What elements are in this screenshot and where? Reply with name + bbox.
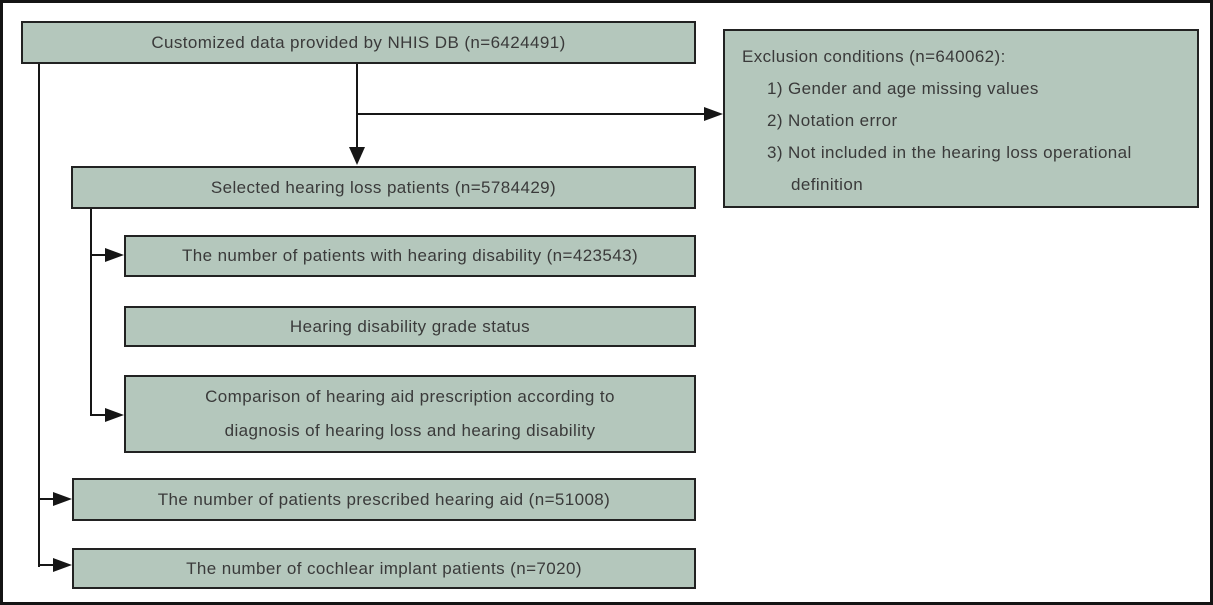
node-source-label: Customized data provided by NHIS DB (n=6… bbox=[151, 32, 566, 52]
connector-to-disability bbox=[90, 254, 106, 256]
node-grade-status: Hearing disability grade status bbox=[124, 306, 696, 347]
connector-source-to-selected bbox=[356, 64, 358, 152]
node-prescribed-hearing-aid: The number of patients prescribed hearin… bbox=[72, 478, 696, 521]
node-selected-label: Selected hearing loss patients (n=578442… bbox=[210, 177, 557, 197]
node-exclusion-conditions: Exclusion conditions (n=640062): 1) Gend… bbox=[723, 29, 1199, 208]
node-source-data: Customized data provided by NHIS DB (n=6… bbox=[21, 21, 696, 64]
connector-selected-drop bbox=[90, 209, 92, 416]
node-comparison: Comparison of hearing aid prescription a… bbox=[124, 375, 696, 453]
exclusion-title: Exclusion conditions (n=640062): bbox=[742, 47, 1006, 66]
connector-to-cochlear bbox=[38, 564, 54, 566]
connector-to-exclusion bbox=[356, 113, 704, 115]
arrowhead-right-icon bbox=[53, 492, 72, 506]
node-prescribed-label: The number of patients prescribed hearin… bbox=[157, 489, 611, 509]
arrowhead-right-icon bbox=[105, 248, 124, 262]
node-cochlear-implant: The number of cochlear implant patients … bbox=[72, 548, 696, 589]
exclusion-item-3: 3) Not included in the hearing loss oper… bbox=[767, 143, 1132, 162]
arrowhead-right-icon bbox=[704, 107, 723, 121]
arrowhead-down-icon bbox=[349, 147, 365, 165]
exclusion-item-2: 2) Notation error bbox=[767, 111, 898, 130]
node-hearing-disability: The number of patients with hearing disa… bbox=[124, 235, 696, 277]
connector-to-prescribed bbox=[38, 498, 54, 500]
arrowhead-right-icon bbox=[53, 558, 72, 572]
node-selected-patients: Selected hearing loss patients (n=578442… bbox=[71, 166, 696, 209]
node-grade-label: Hearing disability grade status bbox=[289, 316, 531, 336]
exclusion-item-1: 1) Gender and age missing values bbox=[767, 79, 1039, 98]
connector-source-left-drop bbox=[38, 64, 40, 567]
node-comparison-line1: Comparison of hearing aid prescription a… bbox=[205, 387, 615, 406]
exclusion-item-3-continuation: definition bbox=[791, 175, 864, 194]
arrowhead-right-icon bbox=[105, 408, 124, 422]
node-cochlear-label: The number of cochlear implant patients … bbox=[186, 558, 582, 578]
connector-to-comparison bbox=[90, 414, 106, 416]
node-comparison-line2: diagnosis of hearing loss and hearing di… bbox=[224, 421, 596, 440]
node-disability-label: The number of patients with hearing disa… bbox=[181, 246, 639, 265]
